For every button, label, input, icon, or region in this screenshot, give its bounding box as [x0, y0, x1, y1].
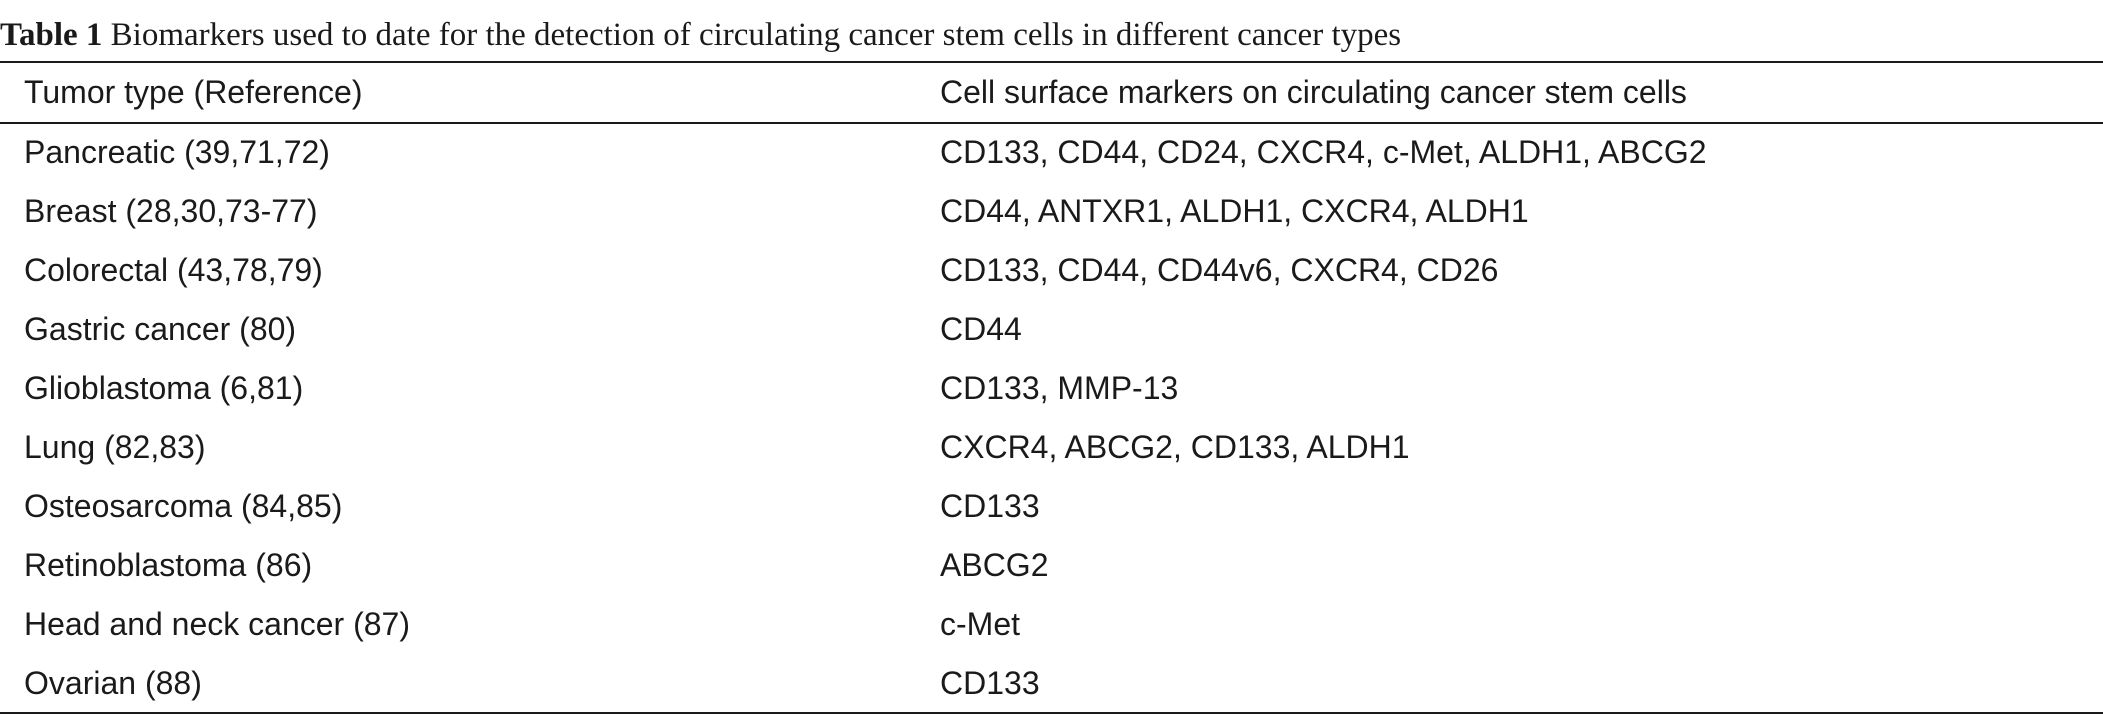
table-caption-label: Table 1	[0, 17, 103, 53]
table-row: Pancreatic (39,71,72) CD133, CD44, CD24,…	[0, 123, 2103, 182]
table-caption-text: Biomarkers used to date for the detectio…	[110, 17, 1402, 53]
tumor-type-cell: Retinoblastoma (86)	[24, 547, 313, 583]
column-header-tumor-type: Tumor type (Reference)	[24, 74, 363, 110]
table-row: Retinoblastoma (86) ABCG2	[0, 536, 2103, 595]
tumor-type-cell: Glioblastoma (6,81)	[24, 370, 304, 406]
table-header-rule	[0, 122, 2103, 124]
markers-cell: CD133	[940, 665, 1040, 701]
markers-cell: CXCR4, ABCG2, CD133, ALDH1	[940, 429, 1410, 465]
table-top-rule	[0, 61, 2103, 63]
markers-cell: CD133, CD44, CD44v6, CXCR4, CD26	[940, 252, 1499, 288]
table-row: Head and neck cancer (87) c-Met	[0, 595, 2103, 654]
tumor-type-cell: Head and neck cancer (87)	[24, 606, 410, 642]
markers-cell: CD133, CD44, CD24, CXCR4, c-Met, ALDH1, …	[940, 134, 1707, 170]
markers-cell: CD133	[940, 488, 1040, 524]
tumor-type-cell: Osteosarcoma (84,85)	[24, 488, 343, 524]
tumor-type-cell: Gastric cancer (80)	[24, 311, 297, 347]
column-header-markers: Cell surface markers on circulating canc…	[940, 74, 1687, 110]
table-caption: Table 1 Biomarkers used to date for the …	[0, 12, 1401, 58]
tumor-type-cell: Pancreatic (39,71,72)	[24, 134, 330, 170]
table-row: Breast (28,30,73-77) CD44, ANTXR1, ALDH1…	[0, 182, 2103, 241]
table-bottom-rule	[0, 712, 2103, 714]
markers-cell: CD44	[940, 311, 1022, 347]
tumor-type-cell: Colorectal (43,78,79)	[24, 252, 323, 288]
tumor-type-cell: Breast (28,30,73-77)	[24, 193, 318, 229]
markers-cell: CD133, MMP-13	[940, 370, 1179, 406]
table-row: Glioblastoma (6,81) CD133, MMP-13	[0, 359, 2103, 418]
tumor-type-cell: Ovarian (88)	[24, 665, 202, 701]
tumor-type-cell: Lung (82,83)	[24, 429, 206, 465]
table-row: Colorectal (43,78,79) CD133, CD44, CD44v…	[0, 241, 2103, 300]
markers-cell: c-Met	[940, 606, 1020, 642]
markers-cell: ABCG2	[940, 547, 1049, 583]
markers-cell: CD44, ANTXR1, ALDH1, CXCR4, ALDH1	[940, 193, 1529, 229]
table-row: Lung (82,83) CXCR4, ABCG2, CD133, ALDH1	[0, 418, 2103, 477]
table-row: Gastric cancer (80) CD44	[0, 300, 2103, 359]
table-row: Osteosarcoma (84,85) CD133	[0, 477, 2103, 536]
table-row: Ovarian (88) CD133	[0, 654, 2103, 713]
table-header-row: Tumor type (Reference) Cell surface mark…	[0, 63, 2103, 122]
